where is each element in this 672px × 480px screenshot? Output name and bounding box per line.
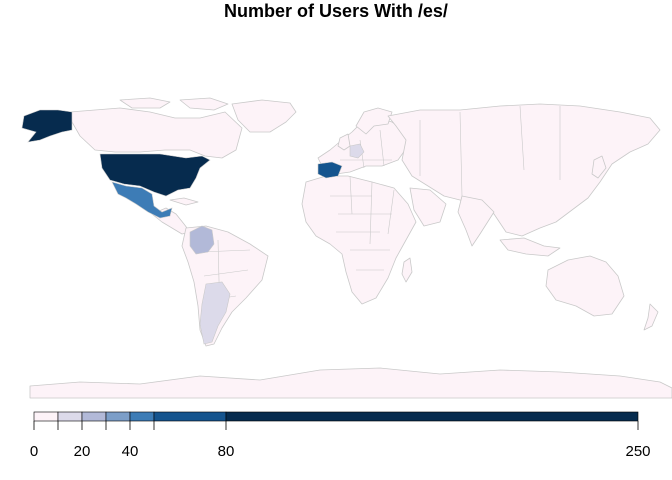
region-united-states	[99, 153, 211, 197]
region-new-zealand	[643, 303, 659, 331]
legend-color-bar	[33, 411, 639, 422]
region-africa	[301, 175, 417, 305]
region-uk	[337, 133, 351, 151]
legend-tick-label: 40	[122, 443, 139, 460]
legend-bin	[129, 411, 155, 422]
legend-tick-label: 250	[625, 443, 650, 460]
legend-bin	[81, 411, 107, 422]
region-cuba	[169, 197, 199, 206]
region-argentina	[199, 281, 231, 345]
region-arabia	[409, 187, 447, 227]
legend-bin	[225, 411, 639, 422]
region-arctic-islands	[119, 97, 171, 109]
legend-bin	[33, 411, 59, 422]
region-mexico	[111, 181, 173, 219]
legend-tick-label: 80	[218, 443, 235, 460]
region-japan	[591, 155, 607, 179]
legend-ticks: 0 20 40 80 250	[30, 421, 651, 460]
map-title: Number of Users With /es/	[224, 1, 448, 21]
legend-tick-label: 0	[30, 443, 38, 460]
region-indonesia	[499, 237, 561, 257]
region-colombia	[189, 225, 215, 255]
legend-bin	[153, 411, 227, 422]
legend-bin	[57, 411, 83, 422]
region-india	[457, 195, 495, 247]
region-madagascar	[401, 257, 413, 283]
region-germany	[349, 143, 365, 159]
region-arctic-islands-2	[179, 97, 229, 111]
region-antarctica	[29, 367, 672, 399]
region-spain	[317, 161, 343, 179]
region-canada	[69, 107, 243, 159]
region-alaska	[21, 109, 73, 143]
legend-tick-label: 20	[74, 443, 91, 460]
region-greenland	[231, 99, 297, 133]
region-australia	[545, 255, 625, 317]
legend-bin	[105, 411, 131, 422]
